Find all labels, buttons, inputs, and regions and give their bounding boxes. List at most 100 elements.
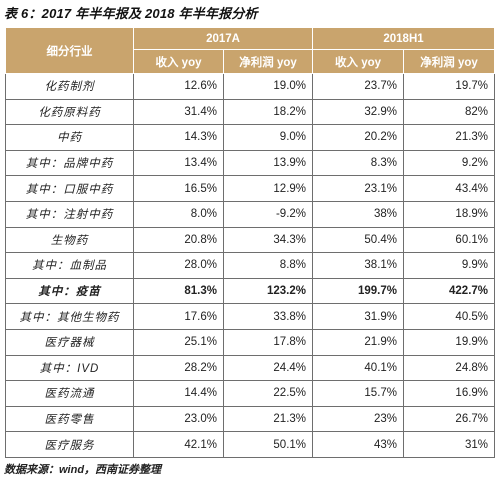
- source-note: 数据来源：wind，西南证券整理: [4, 464, 162, 476]
- cell-rev-2018: 31.9%: [312, 303, 405, 330]
- table-row: 医药流通 14.4% 22.5% 15.7% 16.9%: [5, 380, 496, 407]
- cell-industry: 医疗器械: [5, 328, 134, 356]
- cell-profit-2018: 19.9%: [403, 328, 496, 356]
- cell-industry: 其中：血制品: [5, 252, 134, 279]
- cell-rev-2018: 38%: [312, 200, 405, 228]
- cell-rev-2017: 13.4%: [133, 149, 224, 177]
- table-body: 化药制剂 12.6% 19.0% 23.7% 19.7% 化药原料药 31.4% 18.2% 3…: [5, 73, 496, 458]
- cell-profit-2018: 31%: [403, 431, 496, 458]
- cell-industry: 医药流通: [5, 380, 134, 407]
- cell-rev-2018: 20.2%: [312, 124, 405, 151]
- cell-profit-2017: 18.2%: [222, 98, 314, 126]
- header-row-metrics: 收入 yoy 净利润 yoy 收入 yoy 净利润 yoy: [6, 49, 496, 74]
- cell-rev-2018: 199.7%: [312, 277, 405, 305]
- cell-rev-2018: 38.1%: [312, 252, 405, 279]
- cell-rev-2017: 31.4%: [133, 98, 224, 126]
- cell-rev-2018: 23%: [312, 405, 405, 433]
- cell-rev-2017: 28.2%: [133, 354, 224, 382]
- cell-industry: 其中：品牌中药: [5, 149, 134, 177]
- cell-rev-2017: 14.3%: [133, 124, 224, 151]
- cell-industry: 中药: [5, 124, 134, 151]
- header-2018: 2018H1: [312, 27, 496, 50]
- cell-profit-2018: 43.4%: [403, 175, 496, 202]
- cell-profit-2017: 50.1%: [222, 431, 314, 458]
- cell-profit-2018: 24.8%: [403, 354, 496, 382]
- cell-rev-2017: 17.6%: [133, 303, 224, 330]
- cell-profit-2017: 13.9%: [222, 149, 314, 177]
- cell-rev-2017: 81.3%: [133, 277, 224, 305]
- table-row: 其中：品牌中药 13.4% 13.9% 8.3% 9.2%: [5, 149, 496, 177]
- cell-industry: 其中：IVD: [5, 354, 134, 382]
- cell-industry: 医疗服务: [5, 431, 134, 458]
- cell-profit-2018: 21.3%: [403, 124, 496, 151]
- header-row-years: 细分行业 2017A 2018H1: [5, 27, 496, 74]
- cell-rev-2017: 25.1%: [133, 328, 224, 356]
- table-row: 其中：疫苗 81.3% 123.2% 199.7% 422.7%: [5, 277, 496, 305]
- cell-industry: 化药制剂: [5, 73, 134, 100]
- header-2018-revenue: 收入 yoy: [312, 49, 405, 74]
- cell-profit-2017: 19.0%: [222, 73, 314, 100]
- cell-industry: 生物药: [5, 226, 134, 254]
- cell-industry: 其中：疫苗: [5, 277, 134, 305]
- header-industry: 细分行业: [5, 27, 134, 74]
- table-row: 化药制剂 12.6% 19.0% 23.7% 19.7%: [5, 73, 496, 100]
- cell-rev-2018: 50.4%: [312, 226, 405, 254]
- cell-industry: 化药原料药: [5, 98, 134, 126]
- table-row: 其中：注射中药 8.0% -9.2% 38% 18.9%: [5, 200, 496, 228]
- table-title: 表 6：2017 年半年报及 2018 年半年报分析: [4, 6, 258, 21]
- cell-profit-2018: 9.9%: [403, 252, 496, 279]
- cell-rev-2017: 42.1%: [133, 431, 224, 458]
- cell-profit-2018: 19.7%: [403, 73, 496, 100]
- cell-rev-2017: 20.8%: [133, 226, 224, 254]
- cell-profit-2018: 16.9%: [403, 380, 496, 407]
- cell-profit-2017: -9.2%: [222, 200, 314, 228]
- table-row: 化药原料药 31.4% 18.2% 32.9% 82%: [5, 98, 496, 126]
- cell-industry: 其中：口服中药: [5, 175, 134, 202]
- cell-profit-2017: 123.2%: [222, 277, 314, 305]
- cell-profit-2017: 12.9%: [222, 175, 314, 202]
- header-2017-revenue: 收入 yoy: [133, 49, 224, 74]
- table-row: 其中：血制品 28.0% 8.8% 38.1% 9.9%: [5, 252, 496, 279]
- cell-rev-2018: 15.7%: [312, 380, 405, 407]
- table-row: 医药零售 23.0% 21.3% 23% 26.7%: [5, 405, 496, 433]
- table-row: 医疗服务 42.1% 50.1% 43% 31%: [5, 431, 496, 458]
- cell-profit-2017: 8.8%: [222, 252, 314, 279]
- cell-profit-2018: 60.1%: [403, 226, 496, 254]
- cell-profit-2017: 9.0%: [222, 124, 314, 151]
- cell-profit-2017: 24.4%: [222, 354, 314, 382]
- cell-profit-2017: 21.3%: [222, 405, 314, 433]
- cell-rev-2017: 16.5%: [133, 175, 224, 202]
- cell-rev-2018: 21.9%: [312, 328, 405, 356]
- data-table: 细分行业 2017A 2018H1 收入 yoy 净利润 yoy 收入 yoy …: [5, 27, 496, 458]
- table-row: 其中：其他生物药 17.6% 33.8% 31.9% 40.5%: [5, 303, 496, 330]
- header-2018-profit: 净利润 yoy: [403, 49, 496, 74]
- cell-rev-2017: 12.6%: [133, 73, 224, 100]
- cell-rev-2017: 8.0%: [133, 200, 224, 228]
- data-table-container: 细分行业 2017A 2018H1 收入 yoy 净利润 yoy 收入 yoy …: [5, 27, 496, 458]
- table-row: 其中：IVD 28.2% 24.4% 40.1% 24.8%: [5, 354, 496, 382]
- table-row: 其中：口服中药 16.5% 12.9% 23.1% 43.4%: [5, 175, 496, 202]
- cell-profit-2018: 40.5%: [403, 303, 496, 330]
- cell-rev-2018: 23.7%: [312, 73, 405, 100]
- cell-rev-2017: 14.4%: [133, 380, 224, 407]
- table-row: 中药 14.3% 9.0% 20.2% 21.3%: [5, 124, 496, 151]
- cell-rev-2018: 32.9%: [312, 98, 405, 126]
- cell-profit-2018: 82%: [403, 98, 496, 126]
- header-2017: 2017A: [132, 27, 314, 50]
- cell-rev-2018: 43%: [312, 431, 405, 458]
- cell-profit-2017: 33.8%: [222, 303, 314, 330]
- cell-rev-2018: 40.1%: [312, 354, 405, 382]
- cell-profit-2017: 17.8%: [222, 328, 314, 356]
- table-row: 生物药 20.8% 34.3% 50.4% 60.1%: [5, 226, 496, 254]
- cell-rev-2017: 28.0%: [133, 252, 224, 279]
- cell-profit-2017: 22.5%: [222, 380, 314, 407]
- cell-rev-2017: 23.0%: [133, 405, 224, 433]
- cell-profit-2018: 9.2%: [403, 149, 496, 177]
- cell-profit-2018: 422.7%: [403, 277, 496, 305]
- cell-rev-2018: 23.1%: [312, 175, 405, 202]
- cell-profit-2018: 18.9%: [403, 200, 496, 228]
- cell-profit-2018: 26.7%: [403, 405, 496, 433]
- table-row: 医疗器械 25.1% 17.8% 21.9% 19.9%: [5, 328, 496, 356]
- cell-rev-2018: 8.3%: [312, 149, 405, 177]
- cell-industry: 其中：注射中药: [5, 200, 134, 228]
